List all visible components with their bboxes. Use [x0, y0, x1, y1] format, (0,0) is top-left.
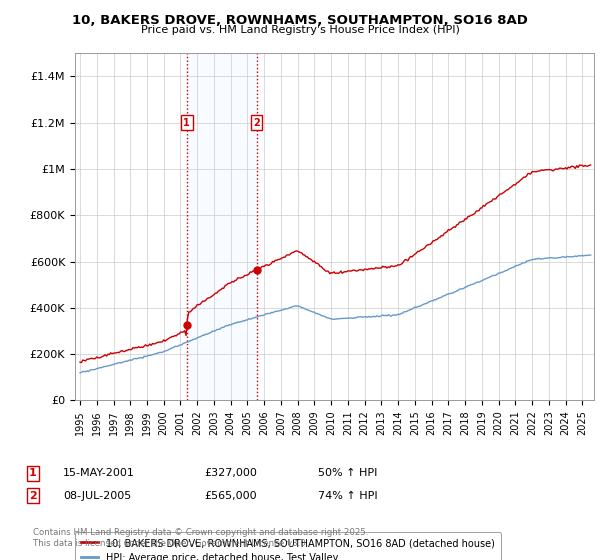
Text: 10, BAKERS DROVE, ROWNHAMS, SOUTHAMPTON, SO16 8AD: 10, BAKERS DROVE, ROWNHAMS, SOUTHAMPTON,… [72, 14, 528, 27]
Text: £565,000: £565,000 [204, 491, 257, 501]
Text: 50% ↑ HPI: 50% ↑ HPI [318, 468, 377, 478]
Text: 74% ↑ HPI: 74% ↑ HPI [318, 491, 377, 501]
Text: Price paid vs. HM Land Registry's House Price Index (HPI): Price paid vs. HM Land Registry's House … [140, 25, 460, 35]
Legend: 10, BAKERS DROVE, ROWNHAMS, SOUTHAMPTON, SO16 8AD (detached house), HPI: Average: 10, BAKERS DROVE, ROWNHAMS, SOUTHAMPTON,… [75, 533, 501, 560]
Bar [187, 53, 257, 400]
Text: 08-JUL-2005: 08-JUL-2005 [63, 491, 131, 501]
Text: 15-MAY-2001: 15-MAY-2001 [63, 468, 135, 478]
Text: 1: 1 [184, 118, 190, 128]
Text: £327,000: £327,000 [204, 468, 257, 478]
Text: 1: 1 [29, 468, 37, 478]
Text: 2: 2 [29, 491, 37, 501]
Text: Contains HM Land Registry data © Crown copyright and database right 2025.
This d: Contains HM Land Registry data © Crown c… [33, 528, 368, 548]
Text: 2: 2 [253, 118, 260, 128]
